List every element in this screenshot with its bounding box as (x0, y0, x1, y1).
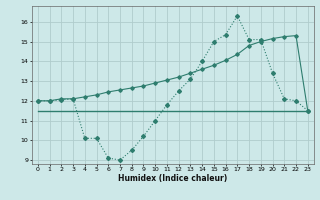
X-axis label: Humidex (Indice chaleur): Humidex (Indice chaleur) (118, 174, 228, 183)
